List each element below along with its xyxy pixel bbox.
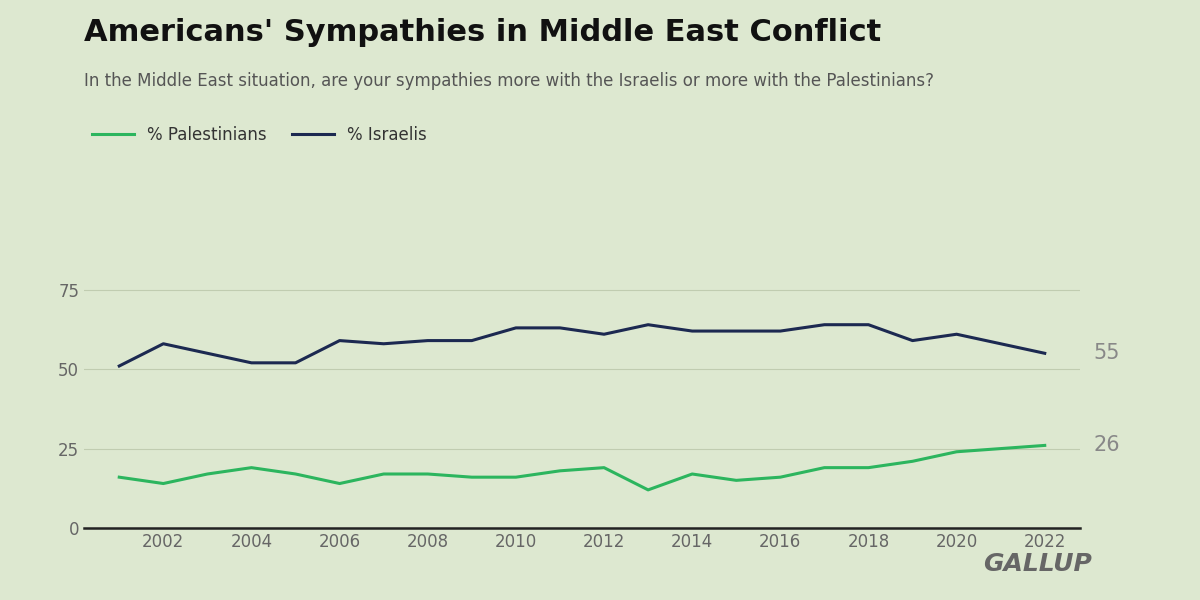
Text: 55: 55: [1093, 343, 1120, 363]
Text: GALLUP: GALLUP: [983, 552, 1092, 576]
Legend: % Palestinians, % Israelis: % Palestinians, % Israelis: [92, 126, 427, 144]
Text: 26: 26: [1093, 436, 1120, 455]
Text: Americans' Sympathies in Middle East Conflict: Americans' Sympathies in Middle East Con…: [84, 18, 881, 47]
Text: In the Middle East situation, are your sympathies more with the Israelis or more: In the Middle East situation, are your s…: [84, 72, 934, 90]
